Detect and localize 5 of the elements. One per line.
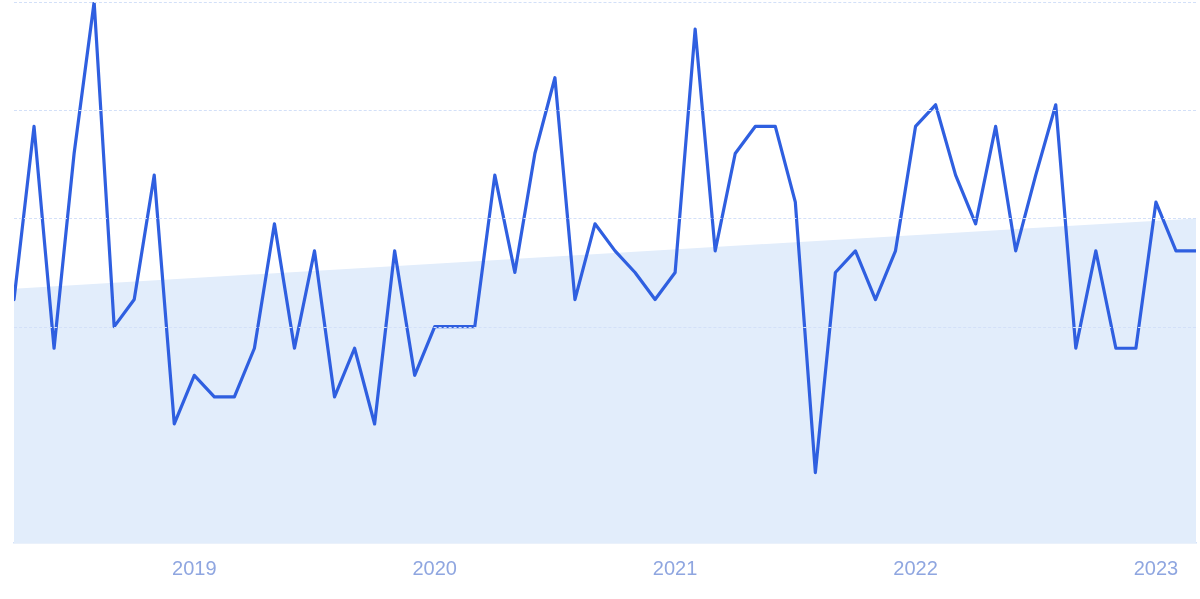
x-tick-label: 2023 [1133,556,1179,579]
x-tick-label: 2020 [412,556,457,579]
x-tick-label: 2019 [172,556,217,579]
x-tick-label: 2022 [893,556,938,579]
x-tick-label: 2021 [652,556,698,579]
